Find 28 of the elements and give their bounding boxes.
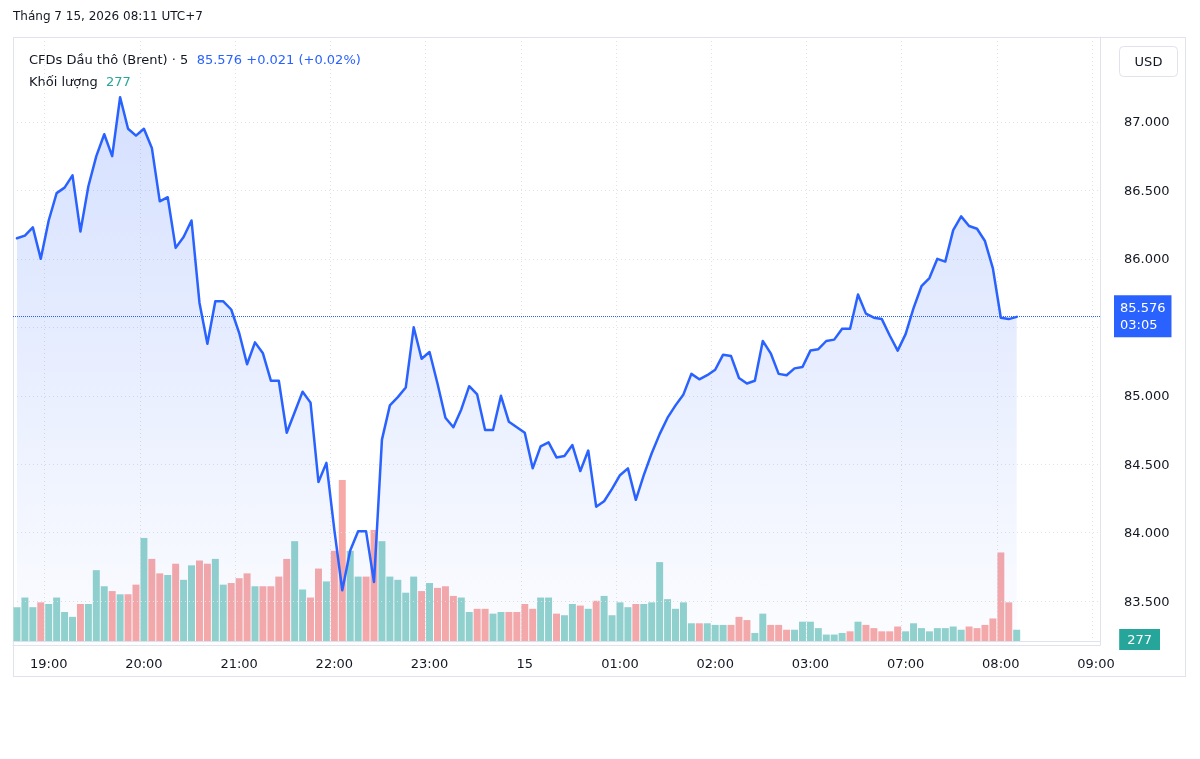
chart-title: Khối lượng xyxy=(29,74,107,89)
text: CFDs Dầu thô (Brent) · 5 xyxy=(29,52,197,67)
y-tick-label: 85.000 xyxy=(1124,388,1170,404)
y-tick-label: 86.500 xyxy=(1124,182,1170,198)
x-tick-label: 09:00 xyxy=(1077,656,1115,671)
x-tick-label: 23:00 xyxy=(410,656,449,671)
y-tick-label: 84.000 xyxy=(1124,525,1170,541)
ref-line-label: 85.576 xyxy=(1120,300,1166,316)
text: 03:05 xyxy=(1120,317,1158,333)
x-tick-label: 01:00 xyxy=(601,656,639,671)
y-tick-label: 87.000 xyxy=(1124,114,1170,130)
x-tick-label: 07:00 xyxy=(886,656,925,671)
x-tick-label: 03:00 xyxy=(791,656,830,671)
annotation: 277 xyxy=(106,74,131,89)
x-tick-label: 22:00 xyxy=(315,656,354,671)
y-axis-title: USD xyxy=(1134,54,1163,69)
text: Tháng 7 15, 2026 08:11 UTC+7 xyxy=(12,9,203,23)
y-tick-label: 86.000 xyxy=(1124,251,1170,267)
x-tick-label: 20:00 xyxy=(125,656,163,671)
x-tick-label: 15 xyxy=(516,656,534,671)
y-tick-label: 84.500 xyxy=(1124,456,1170,472)
text: 277 xyxy=(1127,632,1153,647)
x-tick-label: 21:00 xyxy=(220,656,258,671)
y-tick-label: 83.500 xyxy=(1124,593,1170,609)
x-tick-label: 08:00 xyxy=(982,656,1020,671)
x-tick-label: 02:00 xyxy=(696,656,734,671)
x-tick-label: 19:00 xyxy=(29,656,68,671)
annotation: 85.576 +0.021 (+0.02%) xyxy=(196,52,361,67)
